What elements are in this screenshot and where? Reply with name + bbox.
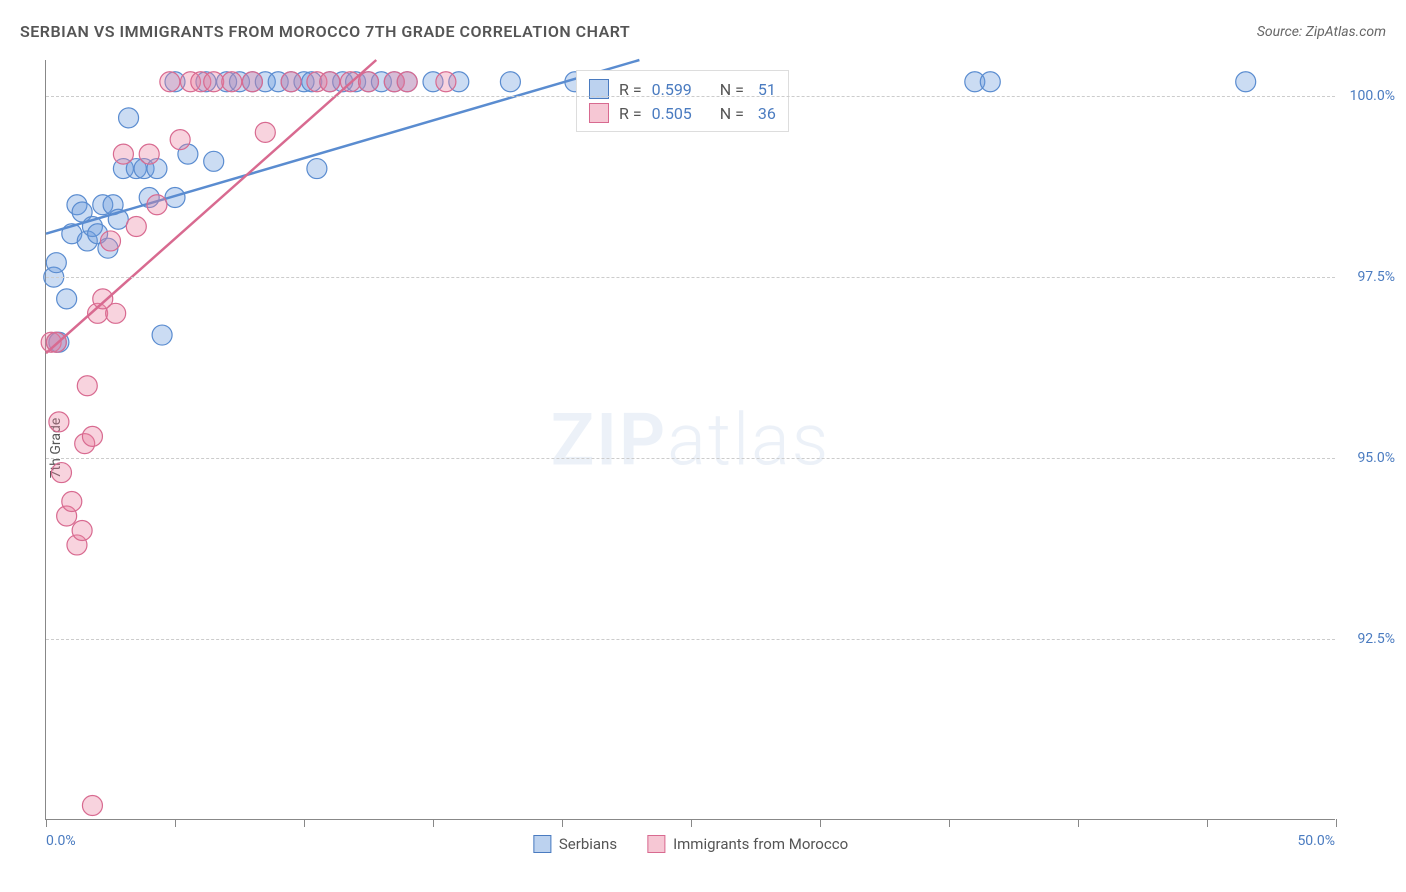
data-point [242,72,262,92]
legend-r-row: R =0.599 N = 51 [589,77,776,101]
legend-swatch [533,835,551,853]
data-point [62,492,82,512]
y-tick-label: 97.5% [1357,269,1395,285]
correlation-legend: R =0.599 N = 51 R = 0.505 N = 36 [576,70,789,132]
data-point [147,195,167,215]
legend-series-name: Serbians [559,835,617,853]
data-point [204,151,224,171]
x-tick [820,819,821,827]
x-tick [46,819,47,827]
x-max-label: 50.0% [1297,833,1335,849]
data-point [101,231,121,251]
gridline [46,277,1335,278]
data-point [51,463,71,483]
legend-series-name: Immigrants from Morocco [673,835,848,853]
x-tick [433,819,434,827]
legend-r-value: 0.505 [652,104,692,123]
legend-r-label: R = [619,104,642,123]
data-point [500,72,520,92]
data-point [980,72,1000,92]
data-point [320,72,340,92]
x-tick [304,819,305,827]
legend-item: Immigrants from Morocco [647,835,848,853]
y-tick-label: 92.5% [1357,631,1395,647]
data-point [170,130,190,150]
x-tick [175,819,176,827]
data-point [1236,72,1256,92]
series-legend: Serbians Immigrants from Morocco [533,835,848,853]
plot-area: 7th Grade ZIPatlas R =0.599 N = 51R =0.5… [45,60,1335,820]
data-point [255,122,275,142]
data-point [126,216,146,236]
x-tick [949,819,950,827]
data-point [46,253,66,273]
x-tick [562,819,563,827]
x-tick [1078,819,1079,827]
gridline [46,639,1335,640]
source-label: Source: ZipAtlas.com [1257,24,1386,40]
x-tick [1207,819,1208,827]
data-point [397,72,417,92]
data-point [152,325,172,345]
x-min-label: 0.0% [46,833,76,849]
data-point [160,72,180,92]
data-point [82,426,102,446]
data-point [436,72,456,92]
legend-r-row: R = 0.505 N = 36 [589,101,776,125]
data-point [281,72,301,92]
legend-swatch [647,835,665,853]
data-point [49,412,69,432]
x-tick [691,819,692,827]
data-point [222,72,242,92]
data-point [119,108,139,128]
legend-n-value: 36 [754,104,776,123]
data-point [72,520,92,540]
y-tick-label: 95.0% [1357,450,1395,466]
gridline [46,96,1335,97]
gridline [46,458,1335,459]
data-point [106,303,126,323]
data-point [57,289,77,309]
chart-title: SERBIAN VS IMMIGRANTS FROM MOROCCO 7TH G… [20,22,630,41]
data-point [77,376,97,396]
y-tick-label: 100.0% [1350,88,1395,104]
chart-svg [46,60,1335,819]
x-tick [1336,819,1337,827]
data-point [82,796,102,816]
legend-n-label: N = [720,104,744,123]
legend-item: Serbians [533,835,617,853]
legend-swatch [589,103,609,123]
data-point [204,72,224,92]
data-point [307,159,327,179]
data-point [113,144,133,164]
data-point [139,144,159,164]
